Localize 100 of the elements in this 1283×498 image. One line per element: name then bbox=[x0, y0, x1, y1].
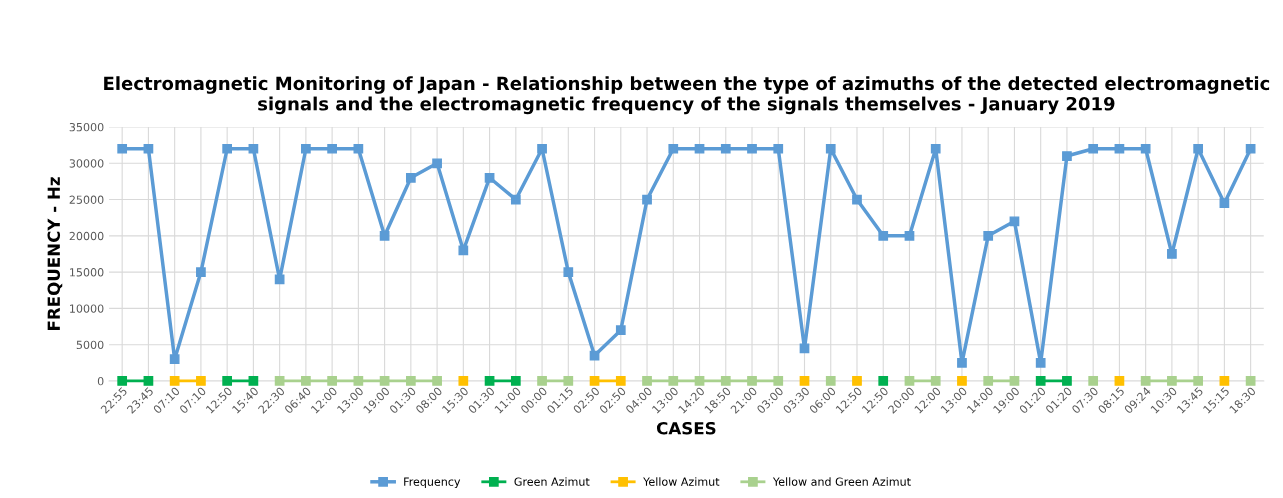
point bbox=[510, 376, 521, 386]
point bbox=[1114, 143, 1125, 154]
point bbox=[405, 376, 416, 386]
point bbox=[615, 376, 626, 386]
point bbox=[983, 230, 994, 241]
point bbox=[720, 143, 731, 154]
point bbox=[1035, 376, 1046, 386]
point bbox=[1009, 216, 1020, 227]
point bbox=[615, 325, 626, 336]
point bbox=[143, 143, 154, 154]
point bbox=[353, 376, 364, 386]
point bbox=[720, 376, 731, 386]
point bbox=[1167, 376, 1177, 386]
point bbox=[642, 194, 652, 205]
point bbox=[432, 158, 442, 169]
point bbox=[1114, 376, 1125, 386]
point bbox=[773, 143, 784, 154]
point bbox=[1193, 376, 1204, 386]
point bbox=[458, 376, 469, 386]
point bbox=[379, 230, 390, 241]
point bbox=[642, 376, 652, 386]
point bbox=[668, 376, 679, 386]
point bbox=[1009, 376, 1020, 386]
point bbox=[432, 376, 442, 386]
point bbox=[1167, 249, 1177, 259]
point bbox=[405, 172, 416, 183]
point bbox=[825, 376, 836, 386]
point bbox=[196, 267, 206, 277]
point bbox=[904, 376, 915, 386]
point bbox=[327, 143, 337, 154]
point bbox=[589, 376, 600, 386]
point bbox=[222, 376, 233, 386]
point bbox=[1140, 376, 1151, 386]
point bbox=[143, 376, 154, 386]
point bbox=[458, 245, 469, 256]
point bbox=[799, 376, 810, 386]
point bbox=[1219, 376, 1230, 386]
legend-label: Yellow Azimut bbox=[643, 477, 720, 486]
point bbox=[301, 376, 311, 386]
point bbox=[1193, 143, 1204, 154]
y-tick-label: 10000 bbox=[70, 304, 104, 313]
point bbox=[1245, 143, 1256, 154]
y-tick-label: 30000 bbox=[69, 159, 104, 168]
point bbox=[353, 143, 364, 154]
point bbox=[668, 143, 679, 154]
y-tick-label: 20000 bbox=[69, 231, 104, 241]
point bbox=[1219, 198, 1230, 209]
point bbox=[1088, 143, 1099, 154]
point bbox=[747, 143, 757, 154]
legend-label: Frequency bbox=[404, 477, 461, 488]
legend-label: Green Azimut bbox=[514, 477, 590, 486]
point bbox=[169, 354, 180, 365]
chart-title: Electromagnetic Monitoring of Japan - Relationship between the type of azimuths of the detected electromagnetic signals and the electromagnetic frequency of the signals themselves - January 2019 bbox=[104, 76, 1270, 115]
point bbox=[301, 143, 311, 154]
point bbox=[537, 376, 547, 386]
point bbox=[799, 343, 810, 354]
point bbox=[825, 143, 836, 154]
point bbox=[484, 172, 495, 183]
point bbox=[274, 376, 285, 386]
point bbox=[327, 376, 337, 386]
point bbox=[747, 376, 757, 386]
y-tick-label: 25000 bbox=[69, 195, 104, 204]
point bbox=[1088, 376, 1099, 386]
point bbox=[248, 143, 259, 154]
point bbox=[563, 267, 574, 277]
point bbox=[878, 376, 889, 386]
point bbox=[169, 376, 180, 386]
point bbox=[1140, 143, 1151, 154]
point bbox=[222, 143, 233, 154]
point bbox=[117, 376, 128, 386]
point bbox=[983, 376, 994, 386]
point bbox=[537, 143, 547, 154]
y-tick-label: 35000 bbox=[69, 122, 104, 132]
point bbox=[930, 143, 941, 154]
point bbox=[1245, 376, 1256, 386]
point bbox=[904, 230, 915, 241]
point bbox=[930, 376, 941, 386]
point bbox=[379, 376, 390, 386]
y-tick-label: 5000 bbox=[76, 340, 104, 350]
point bbox=[694, 143, 705, 154]
point bbox=[510, 194, 521, 205]
point bbox=[117, 143, 128, 154]
point bbox=[196, 376, 206, 386]
point bbox=[563, 376, 574, 386]
point bbox=[1035, 357, 1046, 368]
point bbox=[694, 376, 705, 386]
point bbox=[1062, 151, 1072, 161]
legend-label: Yellow and Green Azimut bbox=[772, 477, 911, 486]
y-tick-label: 15000 bbox=[70, 268, 104, 277]
point bbox=[878, 230, 889, 241]
y-axis-title: FREQUENCY - Hz bbox=[47, 177, 63, 330]
point bbox=[957, 357, 967, 368]
point bbox=[484, 376, 495, 386]
y-tick-label: 0 bbox=[97, 376, 104, 386]
point bbox=[1062, 376, 1072, 386]
point bbox=[852, 194, 862, 205]
point bbox=[957, 376, 967, 386]
point bbox=[773, 376, 784, 386]
point bbox=[852, 376, 862, 386]
point bbox=[248, 376, 259, 386]
